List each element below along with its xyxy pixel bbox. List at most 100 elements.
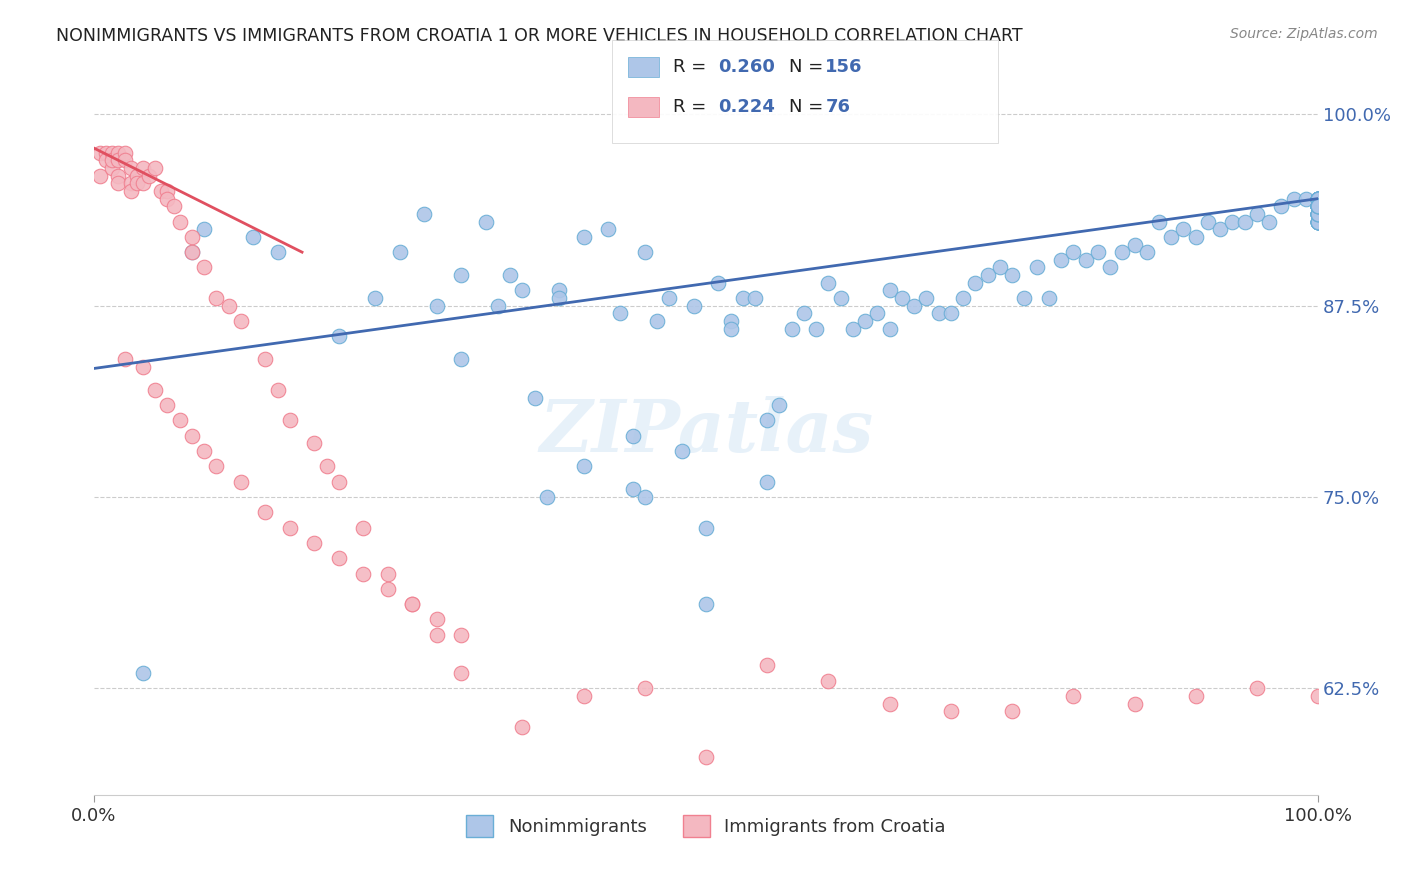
Point — [156, 192, 179, 206]
Point — [572, 689, 595, 703]
Point — [1308, 192, 1330, 206]
Point — [1308, 199, 1330, 213]
Point — [1308, 199, 1330, 213]
Point — [939, 704, 962, 718]
Point — [156, 398, 179, 412]
Point — [180, 245, 202, 260]
Point — [1308, 199, 1330, 213]
Point — [364, 291, 387, 305]
Point — [328, 475, 350, 489]
Point — [1308, 199, 1330, 213]
Point — [107, 145, 129, 160]
Point — [193, 222, 215, 236]
Point — [1308, 214, 1330, 228]
Point — [254, 505, 277, 519]
Point — [634, 681, 657, 696]
Point — [1062, 245, 1084, 260]
Point — [1308, 207, 1330, 221]
Point — [1197, 214, 1219, 228]
Point — [107, 169, 129, 183]
Point — [1308, 199, 1330, 213]
Point — [132, 176, 155, 190]
Point — [1308, 214, 1330, 228]
Point — [756, 413, 779, 427]
Point — [1209, 222, 1232, 236]
Point — [1147, 214, 1170, 228]
Point — [229, 314, 252, 328]
Point — [756, 475, 779, 489]
Point — [315, 459, 337, 474]
Text: Source: ZipAtlas.com: Source: ZipAtlas.com — [1230, 27, 1378, 41]
Point — [1308, 199, 1330, 213]
Point — [352, 566, 374, 581]
Point — [89, 145, 111, 160]
Point — [890, 291, 912, 305]
Point — [1308, 199, 1330, 213]
Point — [486, 299, 509, 313]
Point — [1308, 192, 1330, 206]
Point — [1308, 214, 1330, 228]
Point — [474, 214, 496, 228]
Point — [1014, 291, 1036, 305]
Point — [1308, 199, 1330, 213]
Point — [853, 314, 876, 328]
Point — [720, 321, 742, 335]
Point — [101, 153, 124, 168]
Point — [138, 169, 160, 183]
Point — [352, 520, 374, 534]
Point — [744, 291, 766, 305]
Point — [1308, 199, 1330, 213]
Text: N =: N = — [789, 98, 828, 116]
Point — [114, 352, 136, 367]
Point — [96, 145, 118, 160]
Point — [1308, 199, 1330, 213]
Point — [1258, 214, 1281, 228]
Point — [1184, 230, 1206, 244]
Point — [1308, 214, 1330, 228]
Text: 76: 76 — [825, 98, 851, 116]
Point — [169, 413, 191, 427]
Text: NONIMMIGRANTS VS IMMIGRANTS FROM CROATIA 1 OR MORE VEHICLES IN HOUSEHOLD CORRELA: NONIMMIGRANTS VS IMMIGRANTS FROM CROATIA… — [56, 27, 1024, 45]
Point — [1246, 681, 1268, 696]
Point — [193, 444, 215, 458]
Point — [1222, 214, 1244, 228]
Point — [1233, 214, 1256, 228]
Point — [205, 291, 228, 305]
Point — [1295, 192, 1317, 206]
Point — [388, 245, 411, 260]
Point — [634, 245, 657, 260]
Point — [1308, 207, 1330, 221]
Point — [1308, 199, 1330, 213]
Point — [1308, 199, 1330, 213]
Point — [879, 321, 901, 335]
Point — [107, 176, 129, 190]
Point — [107, 153, 129, 168]
Point — [328, 329, 350, 343]
Point — [1308, 207, 1330, 221]
Point — [1308, 214, 1330, 228]
Point — [523, 391, 546, 405]
Point — [621, 483, 644, 497]
Point — [1308, 199, 1330, 213]
Point — [1308, 199, 1330, 213]
Point — [695, 597, 717, 611]
Point — [180, 429, 202, 443]
Point — [572, 230, 595, 244]
Point — [278, 520, 301, 534]
Point — [780, 321, 803, 335]
Point — [731, 291, 754, 305]
Point — [304, 436, 326, 450]
Point — [278, 413, 301, 427]
Point — [1308, 214, 1330, 228]
Point — [1173, 222, 1195, 236]
Point — [879, 284, 901, 298]
Point — [266, 245, 288, 260]
Point — [1050, 252, 1073, 267]
Point — [1308, 207, 1330, 221]
Point — [1184, 689, 1206, 703]
Point — [156, 184, 179, 198]
Point — [952, 291, 974, 305]
Point — [1308, 192, 1330, 206]
Point — [1308, 207, 1330, 221]
Point — [1308, 192, 1330, 206]
